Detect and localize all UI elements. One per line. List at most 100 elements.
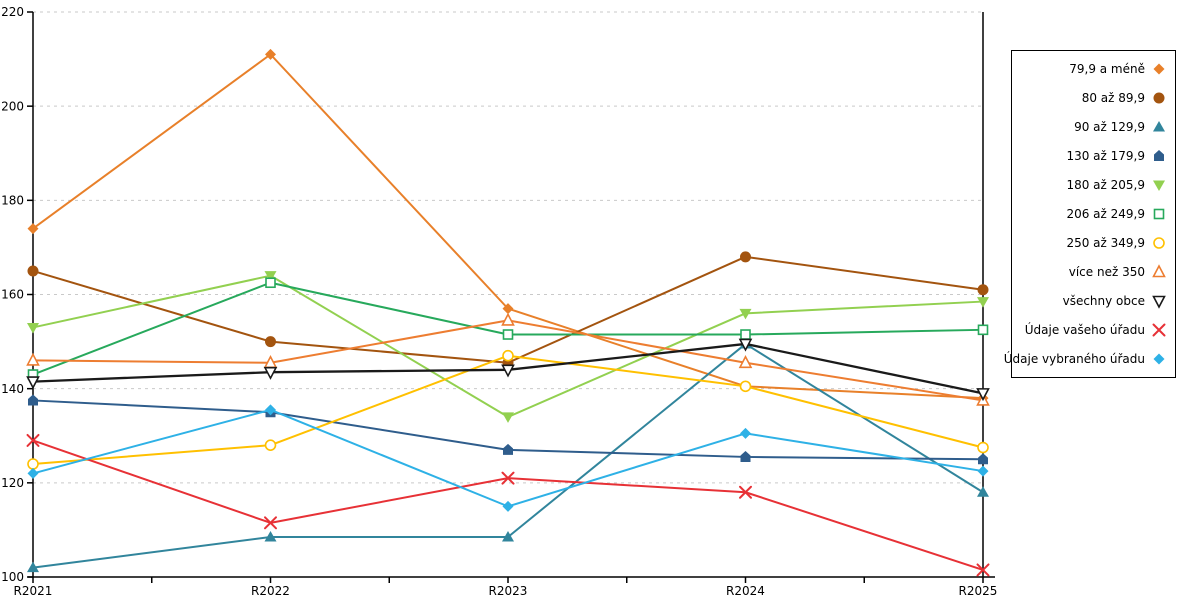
legend-label: více než 350: [1068, 265, 1145, 279]
circle-open-icon: [1153, 237, 1165, 249]
series-4-marker: [739, 308, 752, 320]
legend-label: 79,9 a méně: [1069, 62, 1145, 76]
series-2-marker: [977, 486, 989, 497]
series-1-marker: [977, 284, 989, 296]
legend-label: všechny obce: [1062, 294, 1145, 308]
x-icon-shape: [1152, 323, 1166, 337]
y-axis-label: 160: [1, 288, 24, 302]
diamond-filled-icon: [1153, 353, 1165, 365]
diamond-filled-icon: [1153, 63, 1165, 75]
y-axis-label: 120: [1, 476, 24, 490]
legend-item-8: všechny obce: [1016, 288, 1167, 314]
x-axis-label: R2022: [251, 584, 290, 598]
series-2-marker: [502, 530, 514, 542]
y-axis-label: 140: [1, 382, 24, 396]
legend-item-9: Údaje vašeho úřadu: [1016, 317, 1167, 343]
x-axis-label: R2021: [14, 584, 53, 598]
series-10-marker: [502, 500, 514, 512]
series-10-marker: [740, 427, 751, 439]
series-4-marker: [27, 322, 39, 334]
x-axis-label: R2023: [489, 584, 528, 598]
legend-item-10: Údaje vybraného úřadu: [1004, 346, 1167, 372]
series-9-marker: [26, 433, 40, 447]
series-3-marker: [740, 450, 751, 462]
series-4-marker: [977, 297, 989, 308]
series-0-marker: [502, 303, 514, 315]
square-open-icon-shape: [1153, 208, 1165, 220]
x-axis-label: R2024: [726, 584, 765, 598]
pentagon-filled-icon: [1154, 150, 1164, 161]
pentagon-filled-icon-shape: [1154, 150, 1164, 161]
series-10-marker: [265, 404, 276, 416]
diamond-filled-icon-shape: [1153, 353, 1165, 365]
circle-open-icon-shape: [1153, 237, 1165, 249]
series-10-marker: [27, 467, 39, 479]
series-8-marker: [263, 366, 278, 380]
series-8-marker: [738, 338, 753, 352]
triangle-down-open-icon: [1152, 295, 1166, 309]
series-6-marker: [27, 458, 39, 470]
triangle-up-filled-icon: [1153, 121, 1165, 132]
series-8-marker: [26, 376, 40, 390]
series-2-marker: [27, 561, 39, 573]
legend-item-4: 180 až 205,9: [1016, 172, 1167, 198]
legend-label: Údaje vašeho úřadu: [1024, 323, 1145, 337]
triangle-up-filled-icon-shape: [1153, 121, 1165, 132]
series-2-marker: [264, 530, 277, 542]
triangle-up-open-icon: [1152, 264, 1166, 278]
series-5-marker: [502, 329, 514, 340]
series-6-marker: [977, 441, 989, 454]
legend-item-1: 80 až 89,9: [1016, 85, 1167, 111]
series-8-marker: [501, 364, 515, 378]
circle-filled-icon: [1153, 92, 1165, 104]
series-0-marker: [27, 223, 39, 235]
triangle-down-open-icon-shape: [1152, 295, 1166, 309]
series-line-4: [32, 274, 984, 418]
series-0-marker: [265, 48, 276, 60]
legend-item-3: 130 až 179,9: [1016, 143, 1167, 169]
series-3-marker: [978, 453, 988, 465]
series-9-marker: [739, 485, 752, 499]
x-icon: [1152, 323, 1166, 337]
series-4-marker: [502, 412, 514, 423]
series-3-marker: [503, 443, 513, 455]
legend-label: 80 až 89,9: [1081, 91, 1145, 105]
legend-item-6: 250 až 349,9: [1016, 230, 1167, 256]
legend: 79,9 a méně 80 až 89,9 90 až 129,9 130 až 1…: [1004, 50, 1176, 378]
series-9-marker: [264, 516, 277, 530]
triangle-down-filled-icon: [1153, 180, 1165, 191]
y-axis-label: 200: [1, 99, 24, 113]
series-5-marker: [740, 329, 751, 340]
legend-item-5: 206 až 249,9: [1016, 201, 1167, 227]
series-1-marker: [740, 251, 751, 263]
series-5-marker: [265, 277, 276, 289]
circle-filled-icon-shape: [1153, 92, 1165, 104]
series-6-marker: [264, 439, 277, 451]
series-9-marker: [976, 563, 990, 577]
y-axis-label: 100: [1, 570, 24, 584]
series-7-marker: [738, 355, 753, 369]
series-1-marker: [265, 336, 276, 348]
series-6-marker: [739, 380, 752, 393]
series-5-marker: [977, 324, 989, 336]
y-axis-label: 180: [1, 194, 24, 208]
legend-label: 130 až 179,9: [1066, 149, 1145, 163]
series-10-marker: [977, 465, 989, 477]
series-3-marker: [28, 394, 38, 406]
y-axis-label: 220: [1, 5, 24, 19]
diamond-filled-icon-shape: [1153, 63, 1165, 75]
series-7-marker: [501, 312, 515, 326]
legend-label: 180 až 205,9: [1066, 178, 1145, 192]
legend-item-2: 90 až 129,9: [1016, 114, 1167, 140]
triangle-down-filled-icon-shape: [1153, 180, 1165, 191]
square-open-icon: [1153, 208, 1165, 220]
series-4-marker: [264, 271, 277, 282]
series-1-marker: [27, 265, 39, 277]
series-9-marker: [501, 471, 515, 485]
series-7-marker: [26, 352, 40, 366]
x-axis-label: R2025: [959, 584, 998, 598]
series-8-marker: [976, 388, 990, 402]
legend-label: 90 až 129,9: [1074, 120, 1145, 134]
legend-label: 206 až 249,9: [1066, 207, 1145, 221]
